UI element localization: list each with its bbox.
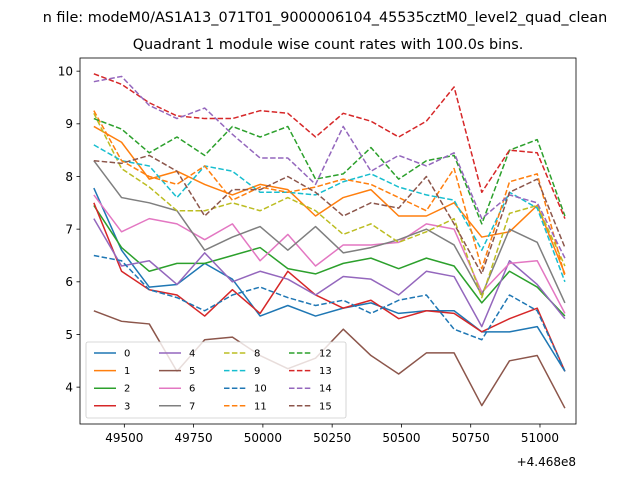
series-line-6 bbox=[93, 194, 566, 314]
y-tick-label: 4 bbox=[65, 380, 73, 394]
legend-label-12: 12 bbox=[319, 349, 332, 360]
x-tick-label: 51000 bbox=[521, 431, 559, 445]
x-tick-label: 50250 bbox=[313, 431, 351, 445]
series-line-12 bbox=[93, 117, 566, 225]
series-line-15 bbox=[93, 154, 566, 275]
legend-label-3: 3 bbox=[124, 401, 130, 412]
series-line-8 bbox=[93, 112, 566, 299]
y-tick-label: 8 bbox=[65, 170, 73, 184]
legend-box bbox=[85, 341, 347, 419]
legend-label-1: 1 bbox=[124, 366, 130, 377]
legend-label-2: 2 bbox=[124, 384, 130, 395]
series-line-3 bbox=[93, 202, 566, 372]
y-tick-label: 7 bbox=[65, 222, 73, 236]
x-axis-offset-label: +4.468e8 bbox=[517, 455, 576, 469]
series-line-11 bbox=[93, 110, 566, 277]
legend-label-15: 15 bbox=[319, 401, 332, 412]
legend-label-6: 6 bbox=[189, 384, 195, 395]
y-tick-label: 9 bbox=[65, 117, 73, 131]
series-line-1 bbox=[93, 125, 566, 275]
legend-label-13: 13 bbox=[319, 366, 332, 377]
figure-suptitle: n file: modeM0/AS1A13_071T01_9000006104_… bbox=[43, 10, 608, 26]
legend-label-8: 8 bbox=[254, 349, 260, 360]
series-line-4 bbox=[93, 218, 566, 328]
y-tick-label: 10 bbox=[58, 64, 73, 78]
series-line-7 bbox=[93, 160, 566, 304]
series-line-2 bbox=[93, 205, 566, 317]
series-line-10 bbox=[93, 254, 566, 372]
y-tick-label: 6 bbox=[65, 275, 73, 289]
legend-label-7: 7 bbox=[189, 401, 195, 412]
legend-label-4: 4 bbox=[189, 349, 195, 360]
x-tick-label: 50500 bbox=[382, 431, 420, 445]
legend-label-5: 5 bbox=[189, 366, 195, 377]
axes-frame bbox=[79, 57, 577, 425]
x-axis-ticks: 49500 49750 50000 50250 50500 50750 51000 bbox=[105, 424, 559, 445]
legend-label-9: 9 bbox=[254, 366, 260, 377]
legend-label-11: 11 bbox=[254, 401, 267, 412]
chart-title: Quadrant 1 module wise count rates with … bbox=[133, 37, 524, 53]
legend-label-10: 10 bbox=[254, 384, 267, 395]
x-tick-label: 50750 bbox=[452, 431, 490, 445]
legend-label-14: 14 bbox=[319, 384, 332, 395]
x-tick-label: 49500 bbox=[105, 431, 143, 445]
x-tick-label: 50000 bbox=[244, 431, 282, 445]
x-tick-label: 49750 bbox=[175, 431, 213, 445]
legend-label-0: 0 bbox=[124, 349, 130, 360]
series-line-13 bbox=[93, 73, 566, 219]
y-axis-ticks: 4 5 6 7 8 9 10 bbox=[58, 64, 80, 394]
series-line-14 bbox=[93, 75, 566, 259]
series-line-9 bbox=[93, 144, 566, 283]
y-tick-label: 5 bbox=[65, 328, 73, 342]
